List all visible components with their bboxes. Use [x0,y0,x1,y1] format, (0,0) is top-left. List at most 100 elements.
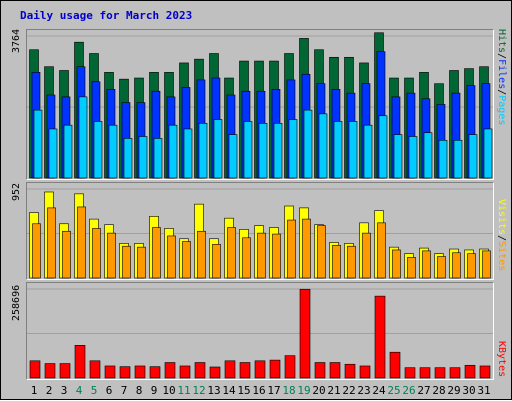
bot-bar-kbytes-23 [359,365,371,379]
bot-bar-kbytes-11 [179,365,191,379]
mid-bar-sites-9 [152,227,161,279]
top-bar-pages-4 [78,96,88,179]
ymax-label-kbytes: 258696 [11,284,22,321]
mid-bar-sites-19 [302,218,311,279]
bot-bar-kbytes-24 [374,295,386,379]
top-bar-pages-24 [378,115,388,179]
x-tick-label-27: 27 [417,384,430,397]
bot-bar-kbytes-25 [389,351,401,379]
chart-title: Daily usage for March 2023 [20,9,193,22]
mid-bar-sites-24 [377,222,386,279]
mid-bar-sites-27 [422,250,431,279]
plot-hits-files-pages [27,32,493,179]
mid-bar-sites-14 [227,227,236,279]
top-bar-pages-19 [303,109,313,179]
x-axis-labels: 1 2 3 4 5 6 7 8 9 10 11 12 13 14 15 16 17 18 19 20 21 22 23 24 2… [31,384,491,397]
x-tick-label-23: 23 [357,384,370,397]
legend-middle: Visits/Sites [496,199,507,272]
top-bar-pages-25 [393,134,403,179]
top-bar-pages-13 [213,119,223,179]
top-bar-pages-8 [138,136,148,179]
mid-bar-sites-10 [167,235,176,279]
x-tick-label-28: 28 [432,384,445,397]
top-bar-pages-18 [288,119,298,179]
x-tick-label-7: 7 [121,384,128,397]
top-bar-pages-27 [423,132,433,179]
top-bar-pages-10 [168,124,178,179]
bot-bar-kbytes-9 [149,366,161,379]
mid-bar-sites-21 [332,244,341,279]
mid-bar-sites-6 [107,232,116,279]
x-tick-label-10: 10 [162,384,175,397]
mid-bar-sites-29 [452,252,461,279]
bot-bar-kbytes-18 [284,355,296,379]
x-tick-label-2: 2 [46,384,53,397]
bot-bar-kbytes-27 [419,367,431,379]
bot-bar-kbytes-15 [239,362,251,379]
mid-bar-sites-23 [362,232,371,279]
bot-bar-kbytes-4 [74,345,86,379]
bot-bar-kbytes-20 [314,362,326,379]
x-tick-label-24: 24 [372,384,386,397]
bot-bar-kbytes-26 [404,367,416,379]
legend-hits: Hits [496,29,507,54]
top-bar-pages-30 [468,134,478,179]
bot-bar-kbytes-6 [104,365,116,379]
mid-bar-sites-20 [317,225,326,279]
mid-bar-sites-11 [182,241,191,279]
bot-bar-kbytes-21 [329,362,341,379]
bot-bar-kbytes-8 [134,365,146,379]
top-bar-pages-17 [273,122,283,179]
x-tick-label-11: 11 [177,384,190,397]
x-tick-label-16: 16 [252,384,265,397]
bot-bar-kbytes-2 [44,363,56,379]
x-tick-label-8: 8 [136,384,143,397]
top-bar-pages-12 [198,122,208,179]
bot-bar-kbytes-5 [89,360,101,379]
mid-bar-sites-25 [392,249,401,279]
top-bar-pages-20 [318,113,328,179]
top-bar-pages-2 [48,128,58,179]
top-bar-pages-9 [153,138,163,179]
top-bar-pages-5 [93,121,103,179]
mid-bar-sites-26 [407,257,416,279]
mid-bar-sites-16 [257,232,266,279]
x-tick-label-5: 5 [91,384,98,397]
ymax-label-visits: 952 [11,182,22,201]
mid-bar-sites-5 [92,228,101,279]
mid-bar-sites-4 [77,206,86,279]
x-tick-label-22: 22 [342,384,355,397]
bot-bar-kbytes-31 [479,365,491,379]
mid-bar-sites-2 [47,207,56,279]
x-tick-label-9: 9 [151,384,158,397]
x-tick-label-15: 15 [237,384,250,397]
x-tick-label-31: 31 [477,384,490,397]
bot-bar-kbytes-28 [434,367,446,379]
x-tick-label-29: 29 [447,384,460,397]
mid-bar-sites-28 [437,256,446,279]
top-bar-pages-6 [108,124,118,179]
x-tick-label-30: 30 [462,384,475,397]
bot-bar-kbytes-12 [194,362,206,379]
panel-hits-files-pages [26,29,494,180]
mid-bar-sites-31 [482,250,491,279]
bot-bar-kbytes-22 [344,363,356,379]
top-bar-pages-31 [483,128,493,179]
mid-bar-sites-30 [467,253,476,279]
mid-bar-sites-15 [242,237,251,279]
x-tick-label-12: 12 [192,384,205,397]
legend-files: Files [496,59,507,90]
top-bar-pages-21 [333,121,343,179]
x-tick-label-1: 1 [31,384,38,397]
x-tick-label-25: 25 [387,384,400,397]
x-tick-label-6: 6 [106,384,113,397]
x-tick-label-18: 18 [282,384,295,397]
mid-bar-sites-12 [197,230,206,279]
bot-bar-kbytes-29 [449,367,461,379]
bot-bar-kbytes-16 [254,360,266,379]
legend-pages: Pages [496,95,507,126]
bot-bar-kbytes-14 [224,360,236,379]
x-tick-label-21: 21 [327,384,340,397]
legend-sites: Sites [496,241,507,272]
